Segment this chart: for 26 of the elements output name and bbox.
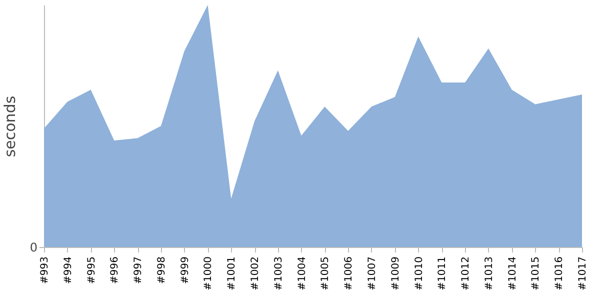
x-tick-label: #995 bbox=[86, 256, 98, 284]
x-tick-label: #1014 bbox=[507, 256, 518, 290]
x-tick-label: #1012 bbox=[460, 256, 472, 290]
x-tick-label: #1000 bbox=[203, 256, 214, 290]
text: 0 bbox=[30, 240, 38, 254]
x-tick-label: #1010 bbox=[414, 256, 425, 290]
x-tick-label: #1009 bbox=[390, 256, 402, 290]
x-tick-label: #1017 bbox=[578, 256, 588, 290]
y-axis-title: seconds bbox=[0, 96, 19, 158]
x-tick-label: #1011 bbox=[437, 256, 448, 290]
x-tick-label: #1003 bbox=[273, 256, 284, 290]
x-tick-label: #998 bbox=[156, 256, 168, 284]
x-tick-label: #993 bbox=[40, 256, 50, 284]
x-tick-label: #1002 bbox=[250, 256, 262, 290]
x-tick-label: #1016 bbox=[554, 256, 566, 290]
x-tick-label: #1004 bbox=[296, 256, 308, 290]
x-tick-label: #996 bbox=[110, 256, 121, 284]
x-tick-label: #997 bbox=[133, 256, 144, 284]
x-tick-label: #1013 bbox=[484, 256, 495, 290]
x-tick-label: #999 bbox=[180, 256, 191, 284]
x-tick-label: #994 bbox=[62, 256, 74, 284]
x-tick-label: #1007 bbox=[366, 256, 378, 290]
x-tick-label: #1015 bbox=[530, 256, 542, 290]
x-tick-label: #1001 bbox=[226, 256, 238, 290]
x-tick-label: #1005 bbox=[320, 256, 332, 290]
x-tick-label: #1006 bbox=[344, 256, 355, 290]
